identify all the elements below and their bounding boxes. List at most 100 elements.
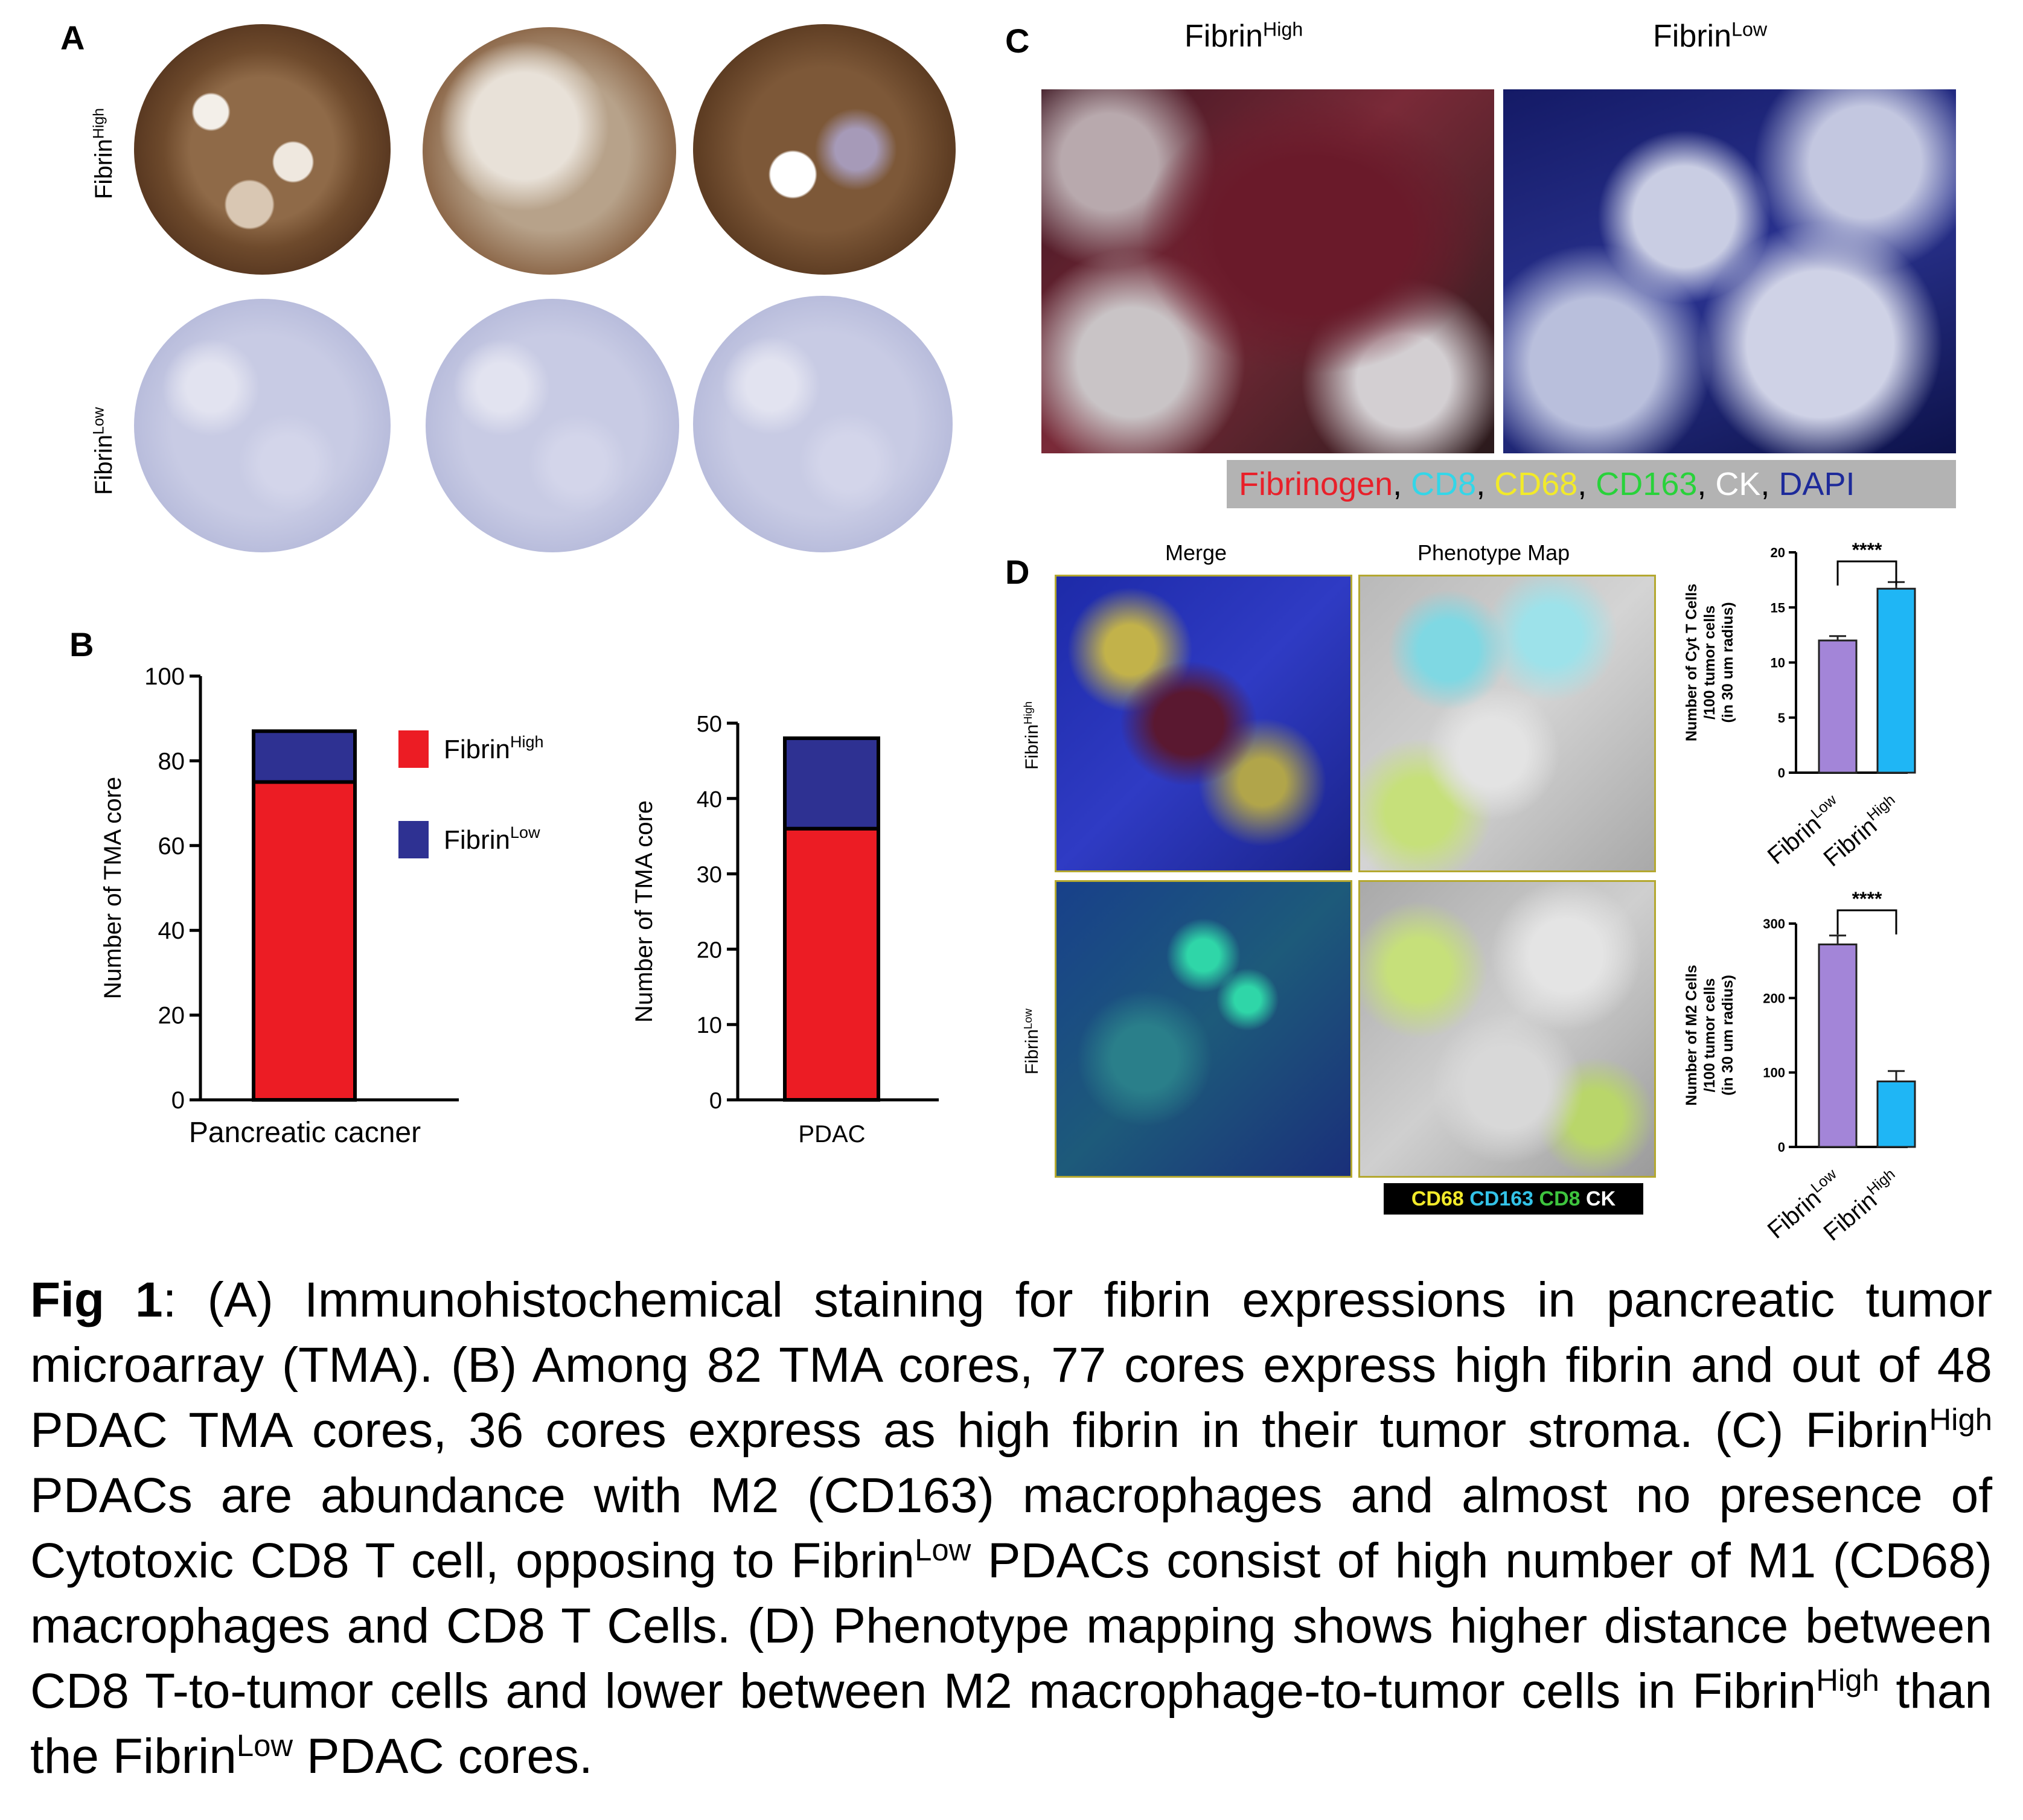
- panel-d-row-low-label: FibrinLow: [1021, 1008, 1042, 1074]
- legend-sep: ,: [1577, 466, 1596, 502]
- caption-text: : (A) Immunohistochemical staining for f…: [30, 1272, 1992, 1458]
- significance-label: ****: [1852, 888, 1882, 910]
- caption-text: PDAC cores.: [293, 1729, 593, 1784]
- panel-a-row-low-label: FibrinLow: [91, 407, 117, 495]
- legend-label: FibrinHigh: [444, 733, 544, 764]
- multiplex-image-fibrin-high: [1041, 89, 1494, 453]
- y-axis-label: Number of Cyt T Cells: [1683, 584, 1700, 741]
- panel-b-label: B: [69, 625, 94, 663]
- x-category-label: Pancreatic cacner: [189, 1117, 421, 1149]
- ihc-core-low-3: [693, 296, 953, 552]
- y-tick-label: 40: [697, 787, 722, 813]
- y-tick-label: 5: [1778, 710, 1785, 726]
- y-tick-label: 100: [1763, 1065, 1785, 1081]
- y-tick-label: 60: [158, 833, 185, 860]
- panel-a-row-high-label: FibrinHigh: [91, 107, 117, 199]
- y-axis-label: /100 tumor cells: [1701, 979, 1718, 1093]
- panel-d-col-merge-label: Merge: [1165, 540, 1227, 565]
- stacked-bar-segment: [783, 826, 880, 1102]
- caption-text: PDACs are abundance with M2 (CD163) macr…: [30, 1468, 1992, 1588]
- y-axis-label: /100 tumor cells: [1701, 605, 1718, 720]
- x-category-label: PDAC: [798, 1121, 865, 1148]
- merge-image-fibrin-high: [1055, 575, 1352, 872]
- y-tick-label: 10: [697, 1013, 722, 1038]
- y-tick-label: 300: [1763, 916, 1785, 931]
- y-tick-label: 0: [1778, 1140, 1785, 1155]
- chart-pancreatic-cancer: 0 20 40 60 80 100 Pancreatic cacner Number of T…: [100, 663, 544, 1149]
- chart-m2-cells: 0100200300FibrinLowFibrinHigh****Number …: [1683, 888, 1916, 1246]
- legend-cd8: CD8: [1539, 1187, 1580, 1210]
- y-tick-label: 10: [1771, 656, 1785, 671]
- caption-text: PDACs consist of high number of M1 (CD68…: [30, 1533, 1992, 1719]
- y-tick-label: 80: [158, 748, 185, 774]
- bar: [1818, 639, 1858, 774]
- significance-bracket: [1836, 560, 1897, 586]
- ihc-core-high-1: [134, 24, 391, 275]
- bar: [1818, 944, 1858, 1148]
- legend-swatch: [398, 730, 429, 768]
- y-tick-label: 30: [697, 863, 722, 888]
- legend-cd68: CD68: [1411, 1187, 1464, 1210]
- y-tick-label: 15: [1771, 600, 1785, 615]
- panel-c-marker-legend: Fibrinogen, CD8, CD68, CD163, CK, DAPI: [1227, 460, 1956, 508]
- y-tick-label: 20: [158, 1003, 185, 1029]
- caption-text: than the Fibrin: [30, 1664, 1992, 1784]
- caption-superscript: Low: [236, 1728, 293, 1763]
- legend-fibrinogen: Fibrinogen: [1239, 466, 1393, 502]
- legend-cd163: CD163: [1469, 1187, 1534, 1210]
- y-axis-label: (in 30 um radius): [1719, 602, 1736, 723]
- legend-cd8: CD8: [1411, 466, 1477, 502]
- panel-c-label: C: [1005, 22, 1030, 60]
- y-tick-label: 20: [1771, 545, 1785, 560]
- panel-d-col-phenotype-label: Phenotype Map: [1417, 540, 1570, 565]
- y-tick-label: 0: [1778, 765, 1785, 781]
- significance-bracket: [1836, 909, 1897, 934]
- legend-cd163: CD163: [1596, 466, 1698, 502]
- legend-sep: ,: [1476, 466, 1495, 502]
- merge-image-fibrin-low: [1055, 880, 1352, 1178]
- phenotype-map-fibrin-high: [1358, 575, 1656, 872]
- stacked-bar-segment: [252, 780, 357, 1102]
- ihc-core-low-2: [426, 299, 679, 552]
- panel-a-label: A: [60, 19, 85, 57]
- y-axis-label: (in 30 um radius): [1719, 975, 1736, 1096]
- y-axis-label: Number of TMA core: [100, 777, 126, 999]
- legend-ck: CK: [1586, 1187, 1616, 1210]
- caption-fig-label: Fig 1: [30, 1272, 163, 1327]
- figure-caption: Fig 1: (A) Immunohistochemical staining …: [30, 1268, 1992, 1789]
- legend-swatch: [398, 821, 429, 858]
- y-tick-label: 50: [697, 712, 722, 737]
- panel-d-phenotype-legend: CD68 CD163 CD8 CK: [1384, 1183, 1643, 1215]
- chart-pdac: 0 10 20 30 40 50 PDAC Number of TMA core: [631, 712, 939, 1148]
- y-axis-label: Number of M2 Cells: [1683, 965, 1700, 1105]
- legend-sep: ,: [1697, 466, 1716, 502]
- legend-cd68: CD68: [1494, 466, 1578, 502]
- caption-superscript: High: [1929, 1402, 1992, 1437]
- multiplex-image-fibrin-low: [1503, 89, 1956, 453]
- y-axis-label: Number of TMA core: [631, 800, 657, 1023]
- bar: [1876, 1080, 1916, 1148]
- ihc-core-low-1: [134, 299, 391, 552]
- y-tick-label: 40: [158, 918, 185, 944]
- panel-c-col-high-label: FibrinHigh: [1184, 18, 1303, 54]
- stacked-bar-segment: [783, 736, 880, 831]
- legend-label: FibrinLow: [444, 823, 540, 855]
- legend-sep: ,: [1760, 466, 1779, 502]
- y-tick-label: 20: [697, 937, 722, 963]
- caption-superscript: Low: [915, 1533, 971, 1568]
- bar: [1876, 587, 1916, 774]
- phenotype-map-fibrin-low: [1358, 880, 1656, 1178]
- y-tick-label: 0: [709, 1088, 722, 1114]
- panel-d-row-high-label: FibrinHigh: [1021, 701, 1042, 770]
- legend-sep: ,: [1393, 466, 1411, 502]
- y-tick-label: 200: [1763, 991, 1785, 1006]
- panel-c-col-low-label: FibrinLow: [1653, 18, 1768, 54]
- panel-d-label: D: [1005, 553, 1030, 591]
- caption-superscript: High: [1816, 1663, 1879, 1698]
- ihc-core-high-2: [423, 27, 676, 275]
- y-tick-label: 0: [171, 1087, 185, 1114]
- legend-ck: CK: [1715, 466, 1761, 502]
